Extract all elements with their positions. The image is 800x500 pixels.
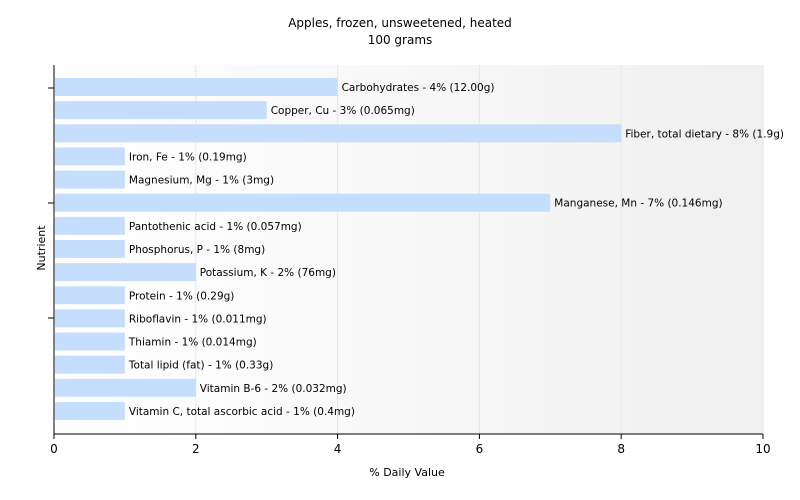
x-tick-label: 4 [334, 442, 342, 456]
x-tick-label: 6 [476, 442, 484, 456]
bar-label: Potassium, K - 2% (76mg) [200, 267, 336, 279]
bar [55, 124, 622, 143]
bar-label: Manganese, Mn - 7% (0.146mg) [554, 198, 722, 210]
bar [55, 309, 125, 328]
bar [55, 101, 267, 120]
bar-label: Magnesium, Mg - 1% (3mg) [129, 175, 274, 187]
bar [55, 147, 125, 166]
chart-subtitle: 100 grams [367, 33, 433, 47]
bar [55, 286, 125, 305]
bar-label: Iron, Fe - 1% (0.19mg) [129, 151, 247, 163]
bar [55, 216, 125, 235]
bar-label: Phosphorus, P - 1% (8mg) [129, 244, 265, 256]
bar-label: Riboflavin - 1% (0.011mg) [129, 313, 267, 325]
bar-label: Copper, Cu - 3% (0.065mg) [271, 105, 415, 117]
x-tick-label: 8 [617, 442, 625, 456]
bar [55, 193, 551, 212]
bar-label: Pantothenic acid - 1% (0.057mg) [129, 221, 302, 233]
bar [55, 263, 196, 282]
bar-label: Vitamin B-6 - 2% (0.032mg) [200, 383, 347, 395]
x-tick-label: 2 [192, 442, 200, 456]
bar [55, 355, 125, 374]
bar [55, 378, 196, 397]
bar-label: Protein - 1% (0.29g) [129, 290, 235, 302]
axes [48, 65, 764, 439]
x-axis-title: % Daily Value [369, 466, 445, 479]
x-tick-label: 10 [755, 442, 770, 456]
bar [55, 170, 125, 189]
bar-label: Fiber, total dietary - 8% (1.9g) [625, 128, 784, 140]
bar [55, 401, 125, 420]
bar-label: Carbohydrates - 4% (12.00g) [342, 82, 495, 94]
bars [55, 78, 622, 420]
bar-label: Total lipid (fat) - 1% (0.33g) [128, 360, 273, 372]
chart-title: Apples, frozen, unsweetened, heated [288, 16, 512, 30]
y-axis-title: Nutrient [35, 225, 48, 271]
x-tick-label: 0 [50, 442, 58, 456]
bar [55, 332, 125, 351]
x-tick-labels: 0 2 4 6 8 10 [50, 442, 770, 456]
bar [55, 78, 338, 96]
bar-label: Thiamin - 1% (0.014mg) [128, 337, 257, 349]
bar-labels: Carbohydrates - 4% (12.00g) Copper, Cu - … [128, 82, 784, 418]
bar-label: Vitamin C, total ascorbic acid - 1% (0.4… [129, 406, 355, 418]
bar [55, 239, 125, 258]
